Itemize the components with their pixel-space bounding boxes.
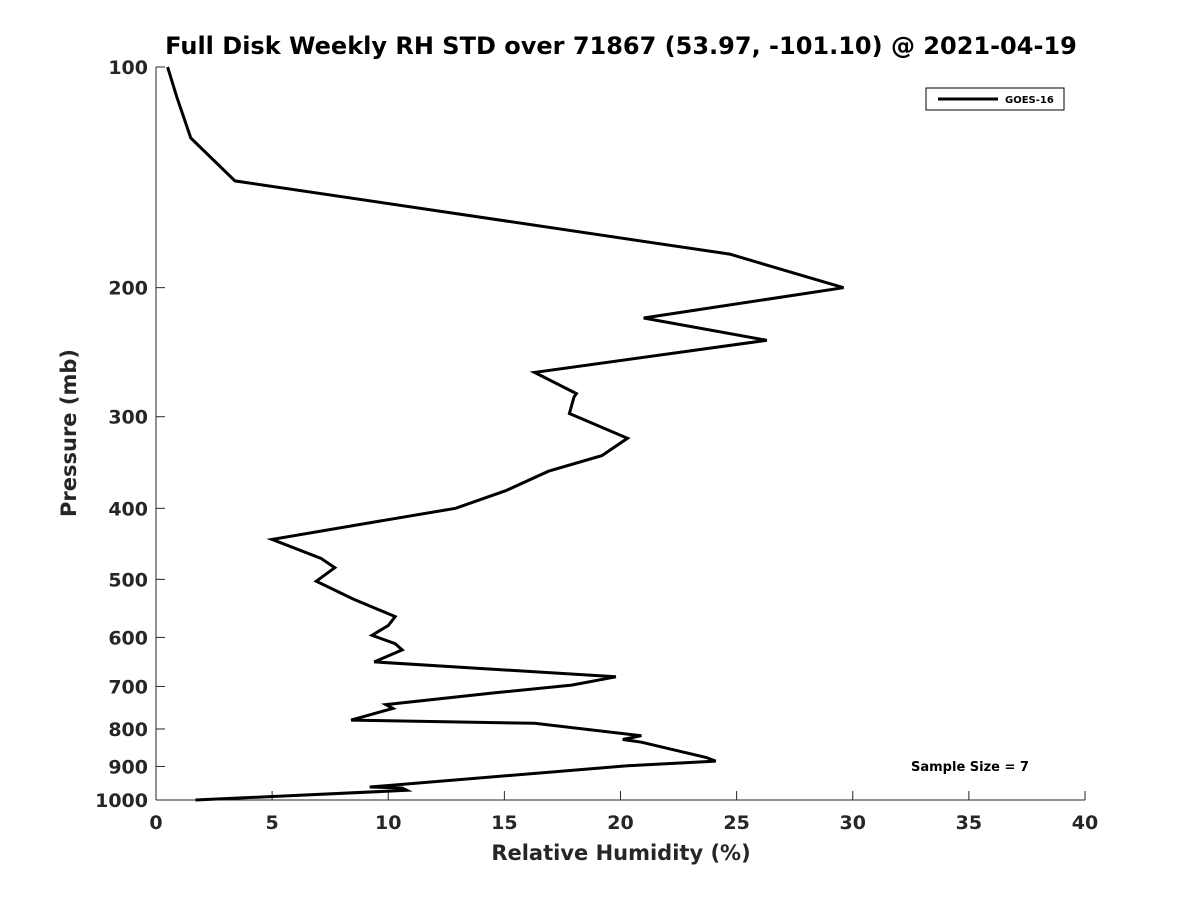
series-group — [166, 66, 844, 802]
y-tick-label: 700 — [108, 676, 148, 698]
y-axis-ticks: 100 200 300 400 500 600 700 800 900 1000 — [95, 57, 165, 812]
y-tick-label: 500 — [108, 569, 148, 591]
y-axis-label: Pressure (mb) — [57, 349, 81, 517]
x-axis-ticks: 0 5 10 15 20 25 30 35 40 — [149, 791, 1098, 834]
x-tick-label: 0 — [149, 812, 162, 834]
x-tick-label: 25 — [723, 812, 749, 834]
y-tick-label: 100 — [108, 57, 148, 79]
y-tick-label: 400 — [108, 498, 148, 520]
x-tick-label: 10 — [375, 812, 401, 834]
x-tick-label: 30 — [840, 812, 866, 834]
y-tick-label: 900 — [108, 756, 148, 778]
x-tick-label: 5 — [266, 812, 279, 834]
y-tick-label: 300 — [108, 407, 148, 429]
axes — [155, 67, 1085, 801]
y-tick-label: 800 — [108, 719, 148, 741]
chart-title: Full Disk Weekly RH STD over 71867 (53.9… — [165, 32, 1077, 60]
y-tick-label: 600 — [108, 627, 148, 649]
y-tick-label: 200 — [108, 278, 148, 300]
x-axis-label: Relative Humidity (%) — [491, 841, 750, 865]
y-tick-label: 1000 — [95, 790, 148, 812]
sample-size-annotation: Sample Size = 7 — [911, 760, 1029, 775]
series-line-goes-16 — [166, 66, 844, 802]
x-tick-label: 40 — [1072, 812, 1098, 834]
x-tick-label: 20 — [607, 812, 633, 834]
x-tick-label: 15 — [491, 812, 517, 834]
x-tick-label: 35 — [956, 812, 982, 834]
legend-entry-goes-16: GOES-16 — [1005, 95, 1054, 106]
legend: GOES-16 — [925, 87, 1065, 111]
